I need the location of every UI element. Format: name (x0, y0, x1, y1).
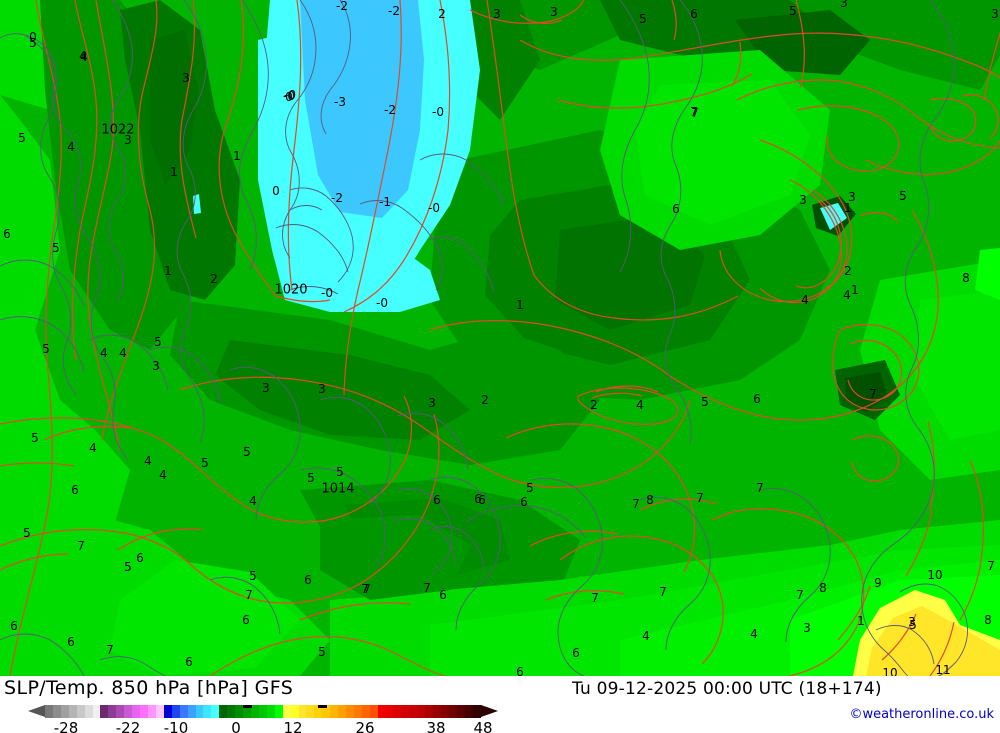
colorbar-tick: 0 (231, 719, 241, 733)
colorbar-swatch (147, 705, 156, 718)
colorbar-swatch (52, 705, 61, 718)
colorbar-swatch (100, 705, 109, 718)
colorbar-swatch (425, 705, 434, 718)
colorbar-swatch (116, 705, 125, 718)
colorbar-tick: 26 (355, 719, 375, 733)
colorbar-swatch (76, 705, 85, 718)
color-scale-legend: -28 -22 -10 0 12 26 38 48 (28, 705, 498, 733)
colorbar-tick: -10 (163, 719, 189, 733)
colorbar-swatch (472, 705, 481, 718)
colorbar-swatch (243, 705, 251, 718)
map-contour-fill-layer (0, 0, 1000, 676)
colorbar-swatch (171, 705, 180, 718)
colorbar-swatch (124, 705, 133, 718)
colorbar-tick: -22 (115, 719, 141, 733)
temperature-bands (0, 0, 1000, 676)
colorbar-swatch (132, 705, 141, 718)
colorbar-swatch (140, 705, 148, 718)
colorbar-swatch (195, 705, 204, 718)
colorbar-swatch (306, 705, 315, 718)
colorbar-swatch (187, 705, 196, 718)
colorbar-swatch (179, 705, 188, 718)
colorbar-tick-labels: -28 -22 -10 0 12 26 38 48 (28, 719, 498, 733)
colorbar-swatch (45, 705, 53, 718)
colorbar-swatch (338, 705, 347, 718)
colorbar-swatch (68, 705, 77, 718)
colorbar-swatch (258, 705, 267, 718)
colorbar-swatch (441, 705, 450, 718)
colorbar-swatch (155, 705, 164, 718)
page-title: SLP/Temp. 850 hPa [hPa] GFS (4, 677, 294, 699)
colorbar-swatch (60, 705, 69, 718)
colorbar-swatch (401, 705, 410, 718)
colorbar-swatch (290, 705, 299, 718)
colorbar-swatch (235, 705, 244, 718)
colorbar-swatch (361, 705, 370, 718)
colorbar-tick: 12 (283, 719, 303, 733)
colorbar-swatch (274, 705, 283, 718)
colorbar-swatch (433, 705, 442, 718)
colorbar-swatches (45, 705, 481, 718)
colorbar-swatch (298, 705, 307, 718)
colorbar-swatch (346, 705, 354, 718)
colorbar-swatch (464, 705, 473, 718)
map-footer: SLP/Temp. 850 hPa [hPa] GFS Tu 09-12-202… (0, 676, 1000, 733)
copyright-notice: ©weatheronline.co.uk (849, 707, 994, 722)
isobar-lines (0, 0, 1000, 676)
colorbar-swatch (330, 705, 339, 718)
colorbar-swatch (322, 705, 331, 718)
colorbar-right-arrow (481, 705, 498, 717)
colorbar-swatch (393, 705, 402, 718)
colorbar-swatch (211, 705, 220, 718)
colorbar-swatch (266, 705, 275, 718)
colorbar-swatch (369, 705, 378, 718)
colorbar-swatch (163, 705, 172, 718)
weather-map-canvas[interactable]: 1022 1020 1014 -2 -2 3 2 3 6 5 3 3 -0 -3 -2 -0 0 4 5 4 3 1… (0, 0, 1000, 676)
colorbar-tick: 38 (426, 719, 446, 733)
colorbar-swatch (282, 705, 291, 718)
colorbar-swatch (353, 705, 362, 718)
model-run-timestamp: Tu 09-12-2025 00:00 UTC (18+174) (572, 679, 882, 699)
colorbar-tick: 48 (473, 719, 493, 733)
colorbar-swatch (417, 705, 426, 718)
coastline-layer (0, 0, 968, 676)
colorbar-swatch (108, 705, 117, 718)
colorbar-swatch (314, 705, 323, 718)
colorbar-swatch (219, 705, 228, 718)
colorbar-swatch (227, 705, 236, 718)
colorbar-left-arrow (28, 705, 45, 717)
colorbar-swatch (92, 705, 101, 718)
colorbar-swatch (409, 705, 418, 718)
colorbar-reference-mark (318, 705, 327, 708)
colorbar-tick: -28 (53, 719, 79, 733)
colorbar-swatch (456, 705, 465, 718)
colorbar-swatch (377, 705, 386, 718)
colorbar-reference-mark (243, 705, 252, 708)
colorbar-swatch (203, 705, 212, 718)
colorbar-swatch (250, 705, 259, 718)
colorbar-swatch (449, 705, 457, 718)
colorbar-swatch (385, 705, 394, 718)
colorbar-swatch (84, 705, 93, 718)
